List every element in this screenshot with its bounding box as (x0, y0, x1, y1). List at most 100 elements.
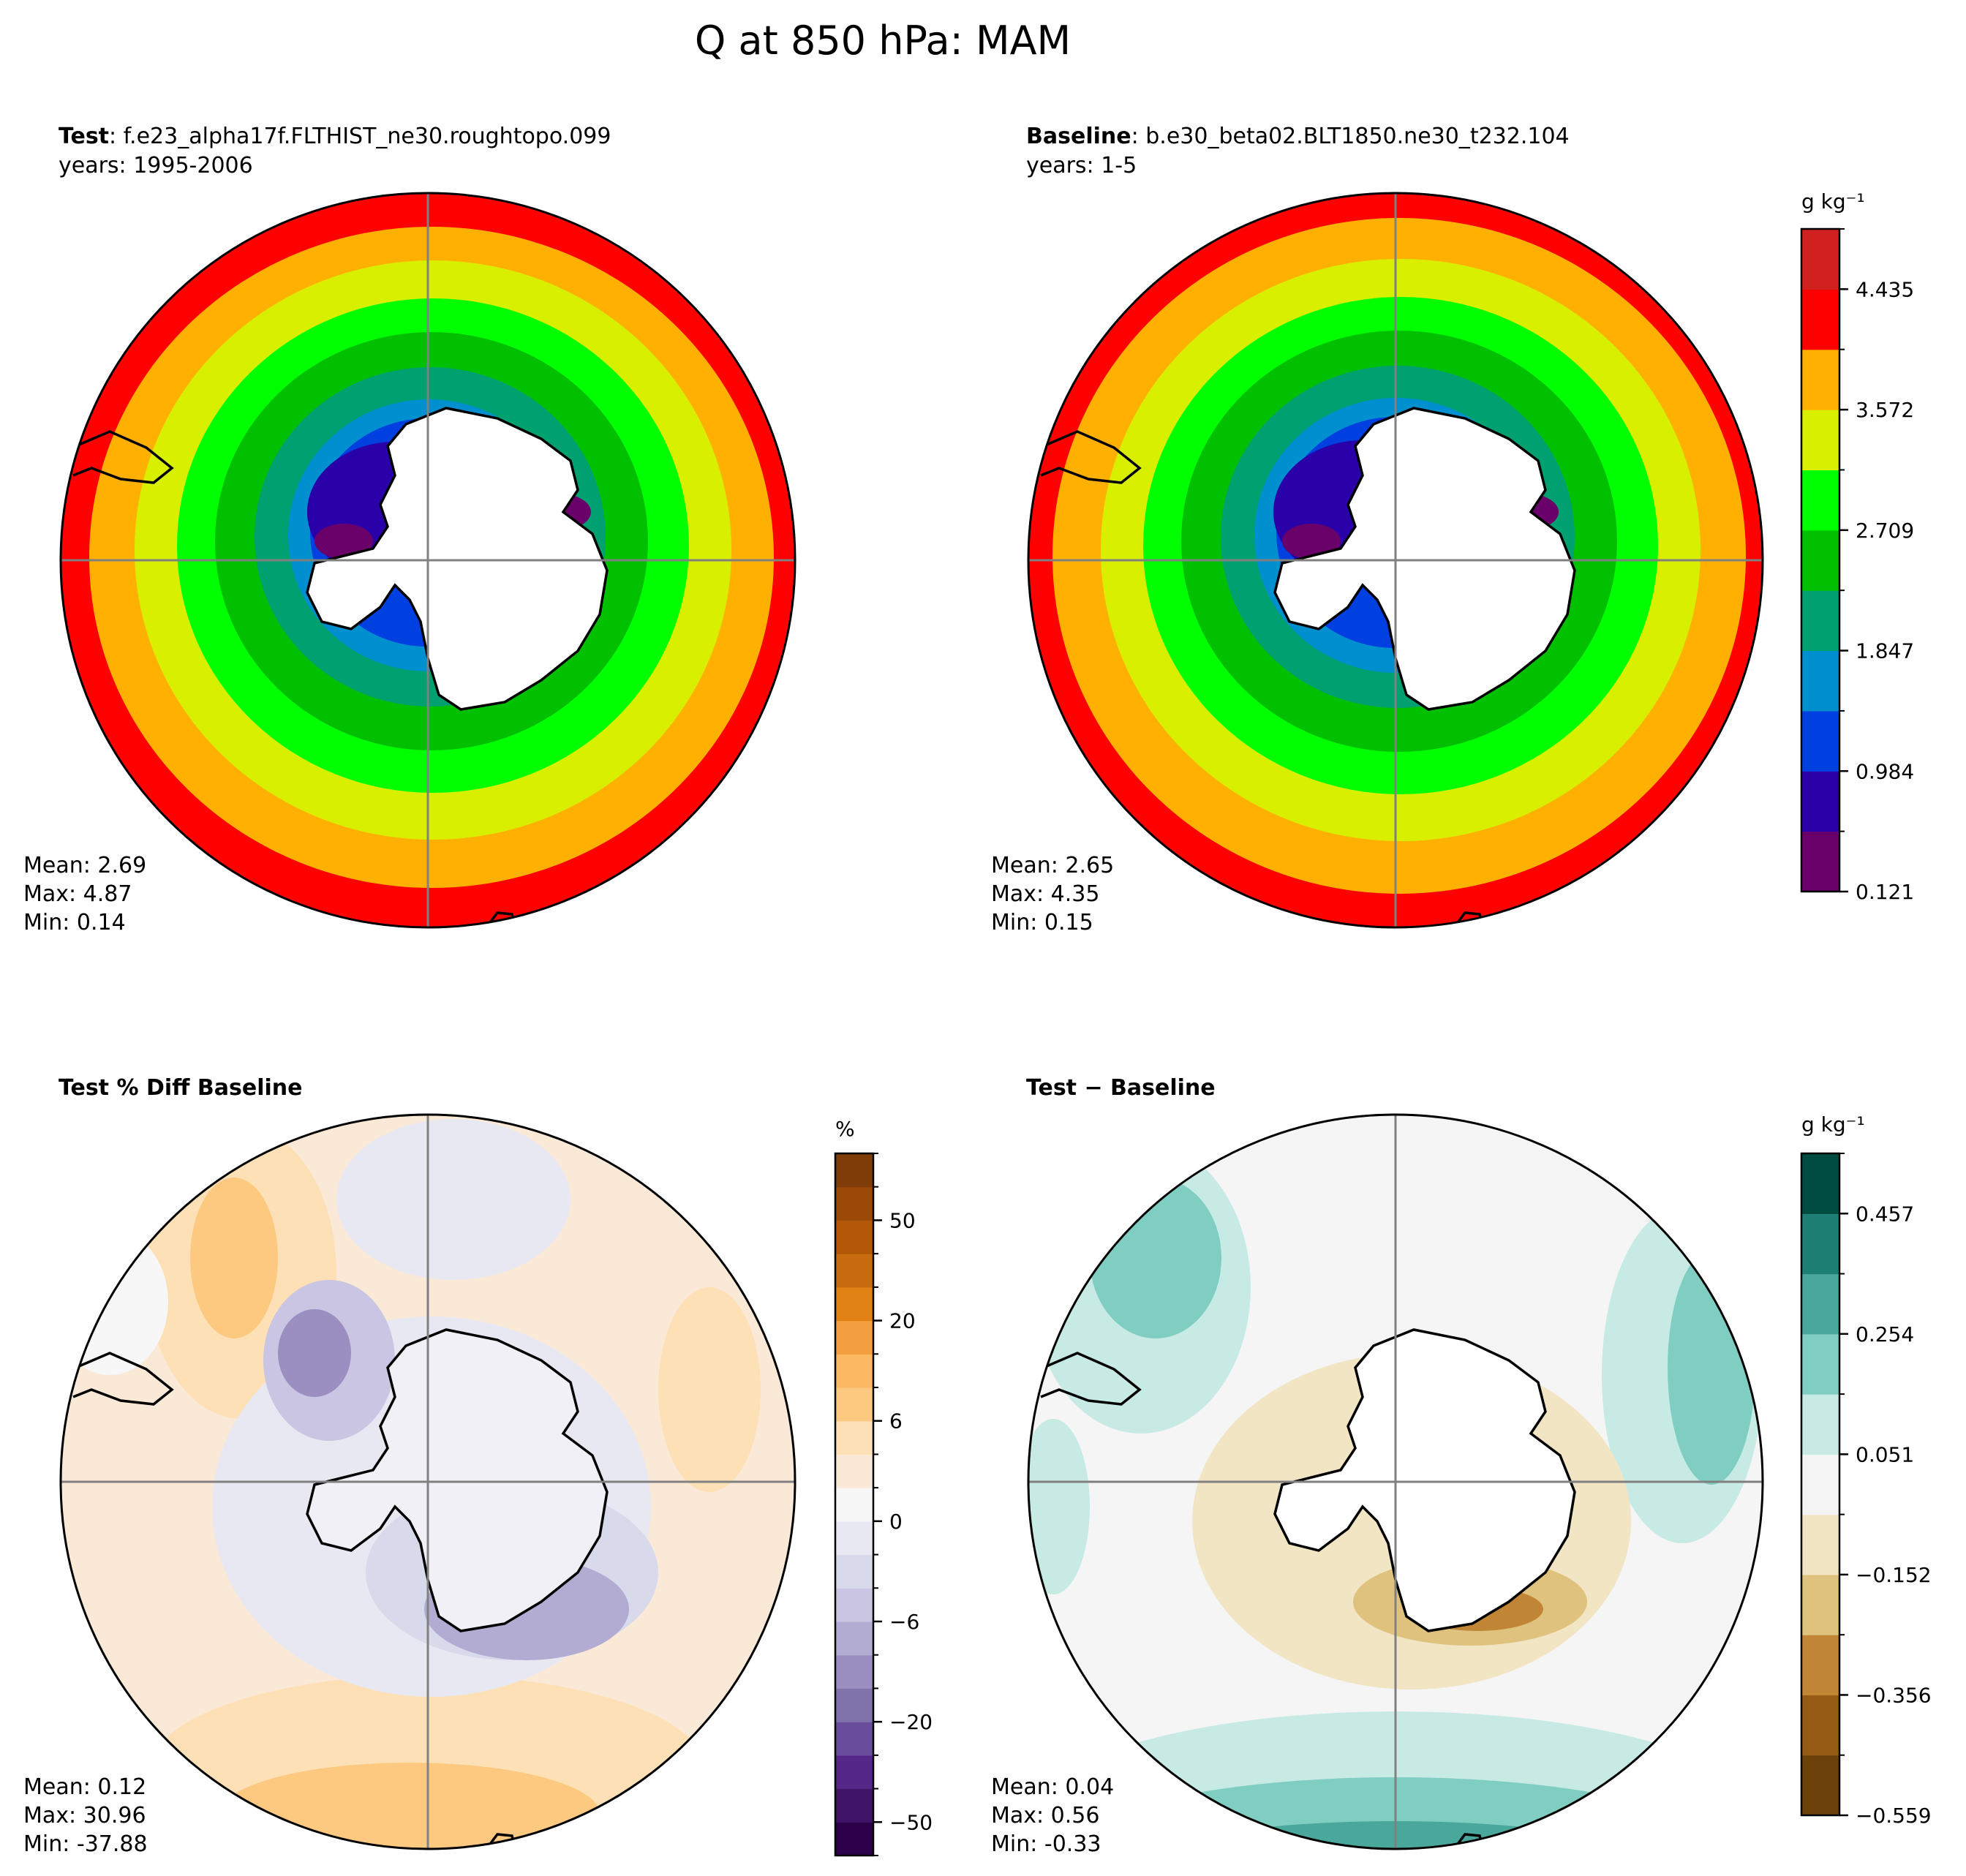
colorbar-segment (835, 1387, 873, 1422)
colorbar-segment (1801, 229, 1839, 290)
colorbar-unit: g kg⁻¹ (1801, 189, 1865, 214)
colorbar-segment (835, 1621, 873, 1656)
south-america-coast (1028, 430, 1142, 484)
colorbar-tick-label: 0.121 (1856, 880, 1914, 904)
panel-label-bold: Test (59, 124, 109, 149)
colorbar-segment (1801, 1755, 1839, 1816)
colorbar-tick-label: 0 (889, 1510, 903, 1534)
colorbar-segment (835, 1755, 873, 1790)
colorbar-tick-label: −0.356 (1856, 1683, 1932, 1707)
colorbar-tick-label: 6 (889, 1409, 903, 1434)
panel-label: Test: f.e23_alpha17f.FLTHIST_ne30.rought… (59, 124, 611, 149)
colorbar-segment (1801, 1273, 1839, 1335)
panel-label-bold: Test % Diff Baseline (59, 1075, 303, 1101)
colorbar-segment (835, 1688, 873, 1722)
colorbar-segment (1801, 1514, 1839, 1575)
colorbar-segment (1801, 1213, 1839, 1275)
stat-mean: Mean: 0.04 (991, 1774, 1114, 1800)
colorbar-segment (1801, 410, 1839, 471)
stat-min: Min: -0.33 (991, 1831, 1101, 1857)
panel-years: years: 1-5 (1026, 153, 1137, 178)
colorbar-segment (1801, 710, 1839, 772)
colorbar-segment (835, 1420, 873, 1455)
colorbar-segment (835, 1454, 873, 1488)
map-baseline (1028, 193, 1763, 927)
colorbar-tick-label: 0.051 (1856, 1442, 1914, 1466)
colorbar-tick-label: 3.572 (1856, 398, 1914, 422)
colorbar-segment (1801, 1153, 1839, 1214)
south-america-coast (1028, 1352, 1142, 1406)
panel-test: Test: f.e23_alpha17f.FLTHIST_ne30.rought… (23, 124, 796, 935)
colorbar-segment (1801, 1454, 1839, 1515)
stat-max: Max: 4.87 (23, 881, 132, 907)
colorbar-percent: % −50 −20 −6 0 6 20 50 (834, 1117, 933, 1857)
colorbar-segment (835, 1254, 873, 1288)
colorbar-segment (835, 1654, 873, 1689)
colorbar-tick-label: 0.457 (1856, 1202, 1914, 1226)
panel-label-case: : f.e23_alpha17f.FLTHIST_ne30.roughtopo.… (109, 124, 611, 149)
stat-max: Max: 4.35 (991, 881, 1099, 907)
colorbar-frame (1800, 1152, 1841, 1817)
colorbar-segment (835, 1354, 873, 1388)
stat-mean: Mean: 2.69 (23, 853, 146, 878)
colorbar-segment (1801, 470, 1839, 531)
panel-label-case: : b.e30_beta02.BLT1850.ne30_t232.104 (1131, 124, 1570, 149)
stat-mean: Mean: 0.12 (23, 1774, 146, 1800)
stat-max: Max: 0.56 (991, 1803, 1099, 1828)
colorbar-segment (835, 1153, 873, 1188)
colorbar-tick-label: 4.435 (1856, 277, 1914, 301)
colorbar-segment (1801, 771, 1839, 832)
colorbar-segment (835, 1320, 873, 1355)
colorbar-segment (1801, 349, 1839, 410)
map-boundary (59, 192, 796, 929)
colorbar-segment (1801, 590, 1839, 652)
colorbar-segment (835, 1788, 873, 1823)
colorbar-segment (835, 1822, 873, 1856)
south-america-coast (61, 430, 174, 484)
map-boundary (1027, 192, 1764, 929)
colorbar-tick-label: 1.847 (1856, 639, 1914, 663)
colorbar-unit: g kg⁻¹ (1801, 1112, 1865, 1137)
panel-pct-diff: Test % Diff Baseline Mean: 0.12 Max: 30.… (23, 1075, 796, 1857)
colorbar-segment (1801, 1394, 1839, 1455)
colorbar-unit: % (835, 1117, 855, 1141)
colorbar-segment (1801, 530, 1839, 591)
colorbar-segment (835, 1220, 873, 1254)
colorbar-tick-label: 20 (889, 1309, 916, 1333)
colorbar-segment (835, 1588, 873, 1622)
panel-label-bold: Test − Baseline (1026, 1075, 1216, 1101)
colorbar-segment (835, 1554, 873, 1589)
colorbar-segment (1801, 1635, 1839, 1696)
colorbar-tick-label: −20 (889, 1710, 933, 1734)
colorbar-segment (835, 1521, 873, 1556)
panel-label: Test − Baseline (1026, 1075, 1216, 1101)
map-pct-diff (61, 1115, 795, 1849)
colorbar-segment (1801, 289, 1839, 350)
colorbar-segment (835, 1488, 873, 1522)
stat-mean: Mean: 2.65 (991, 853, 1114, 878)
colorbar-segment (1801, 1574, 1839, 1635)
colorbar-tick-label: −0.559 (1856, 1804, 1932, 1828)
colorbar-frame (1800, 227, 1841, 893)
colorbar-segment (1801, 1333, 1839, 1395)
panel-label: Baseline: b.e30_beta02.BLT1850.ne30_t232… (1026, 124, 1570, 149)
colorbar-tick-label: −50 (889, 1810, 933, 1834)
colorbar-tick-label: 2.709 (1856, 519, 1914, 543)
colorbar-tick-label: 0.984 (1856, 759, 1914, 783)
stat-min: Min: 0.14 (23, 910, 126, 935)
colorbar-absolute: g kg⁻¹ 0.121 0.984 1.847 2.709 3.572 4.435 (1800, 189, 1914, 904)
panel-years: years: 1995-2006 (59, 153, 253, 178)
colorbar-tick-label: 50 (889, 1208, 916, 1232)
map-boundary (59, 1113, 796, 1850)
panel-label: Test % Diff Baseline (59, 1075, 303, 1101)
map-test (61, 193, 795, 927)
panel-label-bold: Baseline (1026, 124, 1131, 149)
panel-baseline: Baseline: b.e30_beta02.BLT1850.ne30_t232… (991, 124, 1764, 935)
colorbar-tick-label: −6 (889, 1610, 919, 1634)
figure-title: Q at 850 hPa: MAM (695, 18, 1071, 64)
colorbar-frame (834, 1152, 875, 1857)
south-america-coast (61, 1352, 174, 1406)
map-boundary (1027, 1113, 1764, 1850)
colorbar-segment (835, 1722, 873, 1756)
stat-min: Min: -37.88 (23, 1831, 148, 1857)
